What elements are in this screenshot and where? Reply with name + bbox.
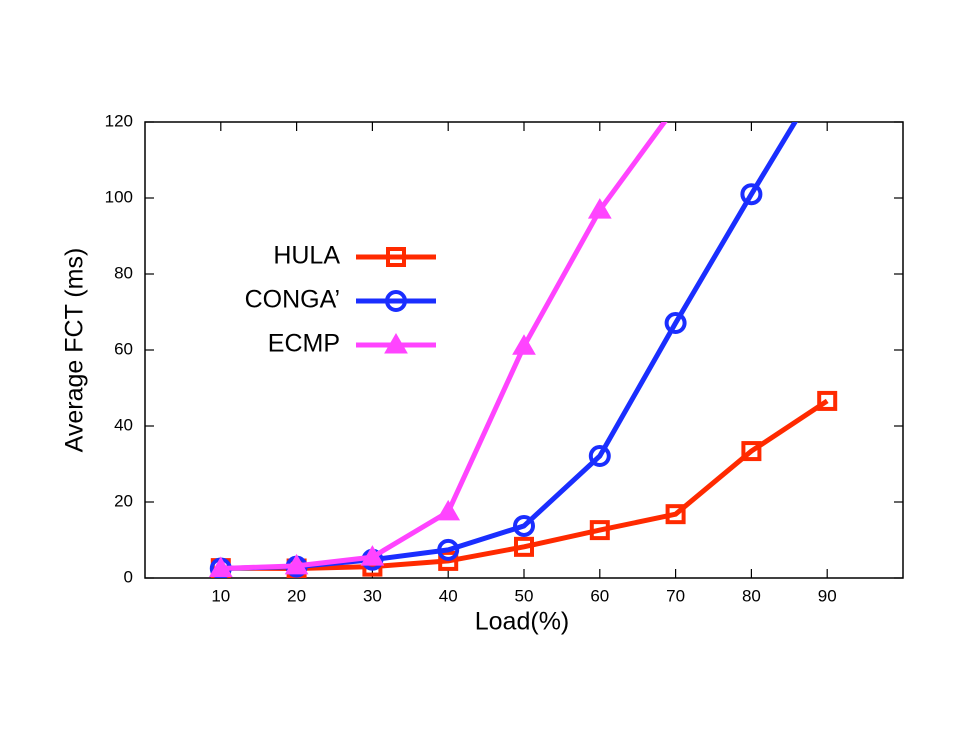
y-tick-label: 80 bbox=[114, 263, 133, 282]
data-point bbox=[587, 198, 612, 219]
legend-marker bbox=[384, 333, 408, 354]
x-tick-label: 80 bbox=[742, 586, 761, 605]
data-point bbox=[514, 536, 534, 557]
data-point bbox=[589, 520, 610, 541]
data-point bbox=[208, 556, 233, 577]
y-axis-label: Average FCT (ms) bbox=[61, 248, 89, 453]
x-tick-label: 60 bbox=[590, 586, 609, 605]
y-tick-label: 0 bbox=[124, 567, 133, 586]
x-tick-label: 70 bbox=[666, 586, 685, 605]
data-point bbox=[284, 553, 309, 575]
y-tick-label: 120 bbox=[105, 111, 133, 130]
x-tick-label: 50 bbox=[515, 586, 534, 605]
legend-marker bbox=[386, 247, 406, 267]
series-line bbox=[220, 398, 829, 571]
y-tick-label: 60 bbox=[114, 339, 133, 358]
data-point bbox=[512, 334, 536, 355]
data-point bbox=[740, 183, 763, 206]
y-tick-label: 20 bbox=[114, 491, 133, 510]
data-point bbox=[817, 390, 838, 411]
data-point bbox=[437, 538, 460, 561]
data-point bbox=[436, 499, 461, 521]
x-tick-label: 90 bbox=[818, 586, 837, 605]
data-point bbox=[741, 441, 762, 462]
data-point bbox=[818, 60, 836, 78]
data-point bbox=[588, 445, 611, 468]
x-tick-label: 40 bbox=[439, 586, 458, 605]
x-tick-label: 30 bbox=[363, 586, 382, 605]
x-axis-label: Load(%) bbox=[475, 608, 570, 636]
legend-marker bbox=[385, 290, 407, 312]
y-tick-label: 100 bbox=[105, 187, 133, 206]
data-point bbox=[665, 96, 687, 115]
legend-label: CONGA’ bbox=[245, 286, 340, 314]
x-tick-label: 20 bbox=[287, 586, 306, 605]
legend-label: HULA bbox=[273, 242, 340, 270]
y-tick-label: 40 bbox=[114, 415, 133, 434]
data-point bbox=[513, 514, 535, 537]
x-tick-label: 10 bbox=[211, 586, 230, 605]
data-point bbox=[360, 545, 385, 566]
data-point bbox=[664, 312, 687, 335]
data-point bbox=[438, 550, 459, 571]
plot-area bbox=[208, 60, 838, 578]
legend-label: ECMP bbox=[268, 330, 340, 358]
data-point bbox=[665, 504, 686, 525]
series-line bbox=[220, 122, 798, 571]
